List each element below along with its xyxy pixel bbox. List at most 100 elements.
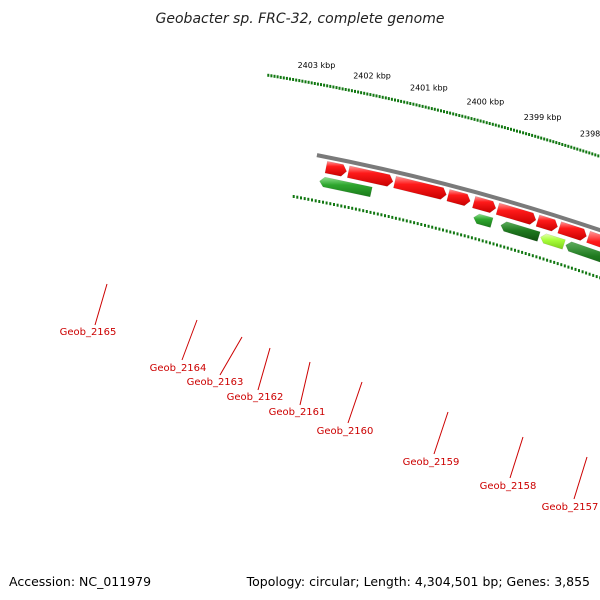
gene-tick-dot: [380, 213, 383, 217]
forward-gene-arrow: [557, 221, 587, 241]
gene-tick-dot: [296, 195, 299, 199]
kbp-tick-dot: [585, 150, 588, 154]
kbp-tick-dot: [289, 77, 291, 81]
gene-tick-dot: [303, 197, 306, 201]
kbp-tick-dot: [449, 111, 452, 115]
gene-tick-dot: [405, 219, 408, 223]
kbp-tick-dot: [558, 142, 561, 145]
kbp-tick-dot: [304, 80, 307, 84]
kbp-tick-dot: [488, 122, 491, 125]
kbp-tick-dot: [591, 152, 594, 156]
reverse-gene-block: [319, 176, 373, 198]
kbp-tick-dot: [421, 104, 424, 108]
forward-gene-arrow: [586, 230, 600, 248]
gene-tick-dot: [369, 210, 372, 214]
kbp-tick-dot: [546, 138, 549, 142]
gene-tick-dot: [546, 258, 549, 262]
kbp-tick-dot: [464, 115, 467, 119]
kbp-tick-dot: [344, 88, 347, 91]
gene-label: Geob_2165: [60, 327, 117, 338]
gene-tick-dot: [311, 198, 313, 202]
gene-label-group: Geob_2165 Geob_2164 Geob_2163 Geob_2162 Geob…: [60, 283, 598, 513]
gene-tick-dot: [358, 208, 361, 212]
kbp-tick-dot: [549, 139, 552, 143]
gene-tick-dot: [413, 221, 416, 225]
gene-tick-dot: [416, 222, 419, 226]
accession-label: Accession: NC_011979: [9, 574, 151, 589]
kbp-tick-dot: [285, 76, 288, 80]
kbp-tick-dot: [381, 95, 384, 99]
kbp-tick-dot: [292, 78, 295, 81]
kbp-tick-dot: [378, 95, 381, 99]
gene-tick-dot: [588, 272, 591, 276]
kbp-tick-dot: [412, 102, 415, 106]
kbp-tick-dot: [570, 145, 573, 149]
gene-tick-dot: [503, 245, 506, 249]
kbp-tick-dot: [397, 99, 400, 103]
kbp-tick-dot: [510, 127, 512, 131]
kbp-tick-dot: [446, 110, 449, 114]
kbp-tick-dot: [470, 117, 473, 121]
gene-tick-dot: [492, 242, 495, 246]
gene-tick-dot: [496, 243, 498, 247]
gene-leader-line: [181, 319, 198, 361]
kbp-tick-dot: [522, 131, 525, 135]
kbp-tick-dot: [552, 140, 555, 144]
kbp-tick-dot: [461, 114, 464, 118]
kbp-tick-dot: [482, 120, 485, 124]
gene-tick-dot: [333, 203, 335, 206]
forward-gene-arrow: [535, 214, 558, 232]
kbp-tick-dot: [270, 74, 273, 78]
kbp-tick-dot: [320, 83, 322, 87]
kbp-tick-dot: [347, 88, 350, 92]
gene-tick-dot: [499, 244, 502, 248]
kbp-tick-dot: [467, 116, 470, 120]
kbp-tick-dot: [497, 124, 500, 128]
gene-label: Geob_2159: [403, 457, 460, 468]
gene-tick-dot: [567, 265, 570, 269]
gene-tick-dot: [452, 231, 455, 235]
gene-tick-dot: [570, 266, 573, 270]
kbp-label: 2403 kbp: [298, 61, 336, 70]
gene-tick-dot: [517, 249, 520, 253]
kbp-tick-dot: [276, 75, 279, 79]
gene-tick-dot: [420, 223, 423, 226]
gene-tick-dot: [300, 196, 302, 200]
forward-gene-arrow: [472, 195, 497, 214]
gene-tick-dot: [427, 224, 430, 228]
kbp-tick-dot: [372, 93, 375, 97]
gene-tick-dot: [460, 233, 463, 237]
kbp-tick-dot: [531, 133, 534, 137]
gene-leader-line: [94, 283, 108, 326]
reverse-gene-block: [500, 221, 541, 242]
kbp-tick-dot: [279, 75, 282, 79]
gene-tick-dot: [292, 195, 295, 198]
kbp-tick-dot: [516, 129, 518, 133]
kbp-tick-dot: [301, 79, 304, 83]
kbp-tick-dot: [390, 97, 393, 101]
gene-tick-dot: [409, 220, 412, 224]
gene-tick-dot: [456, 232, 459, 236]
kbp-tick-dot: [375, 94, 378, 98]
kbp-tick-dot: [354, 89, 356, 93]
kbp-tick-dot: [485, 121, 488, 125]
kbp-tick-dot: [332, 85, 335, 89]
kbp-tick-dot: [588, 151, 591, 155]
kbp-tick-track: [267, 73, 600, 158]
kbp-tick-dot: [503, 126, 506, 130]
gene-tick-dot: [514, 248, 516, 252]
kbp-tick-dot: [452, 112, 455, 116]
kbp-tick-dot: [473, 117, 476, 121]
gene-tick-dot: [485, 240, 488, 244]
gene-tick-dot: [488, 241, 491, 245]
kbp-tick-dot: [594, 153, 597, 157]
gene-tick-dot: [574, 267, 577, 271]
gene-tick-dot: [560, 263, 563, 267]
kbp-tick-dot: [528, 133, 531, 136]
kbp-tick-dot: [555, 141, 558, 145]
map-title: Geobacter sp. FRC-32, complete genome: [156, 11, 445, 27]
kbp-tick-dot: [567, 144, 570, 148]
gene-label: Geob_2162: [227, 392, 284, 403]
gene-tick-dot: [556, 262, 559, 266]
gene-tick-dot: [538, 256, 541, 260]
